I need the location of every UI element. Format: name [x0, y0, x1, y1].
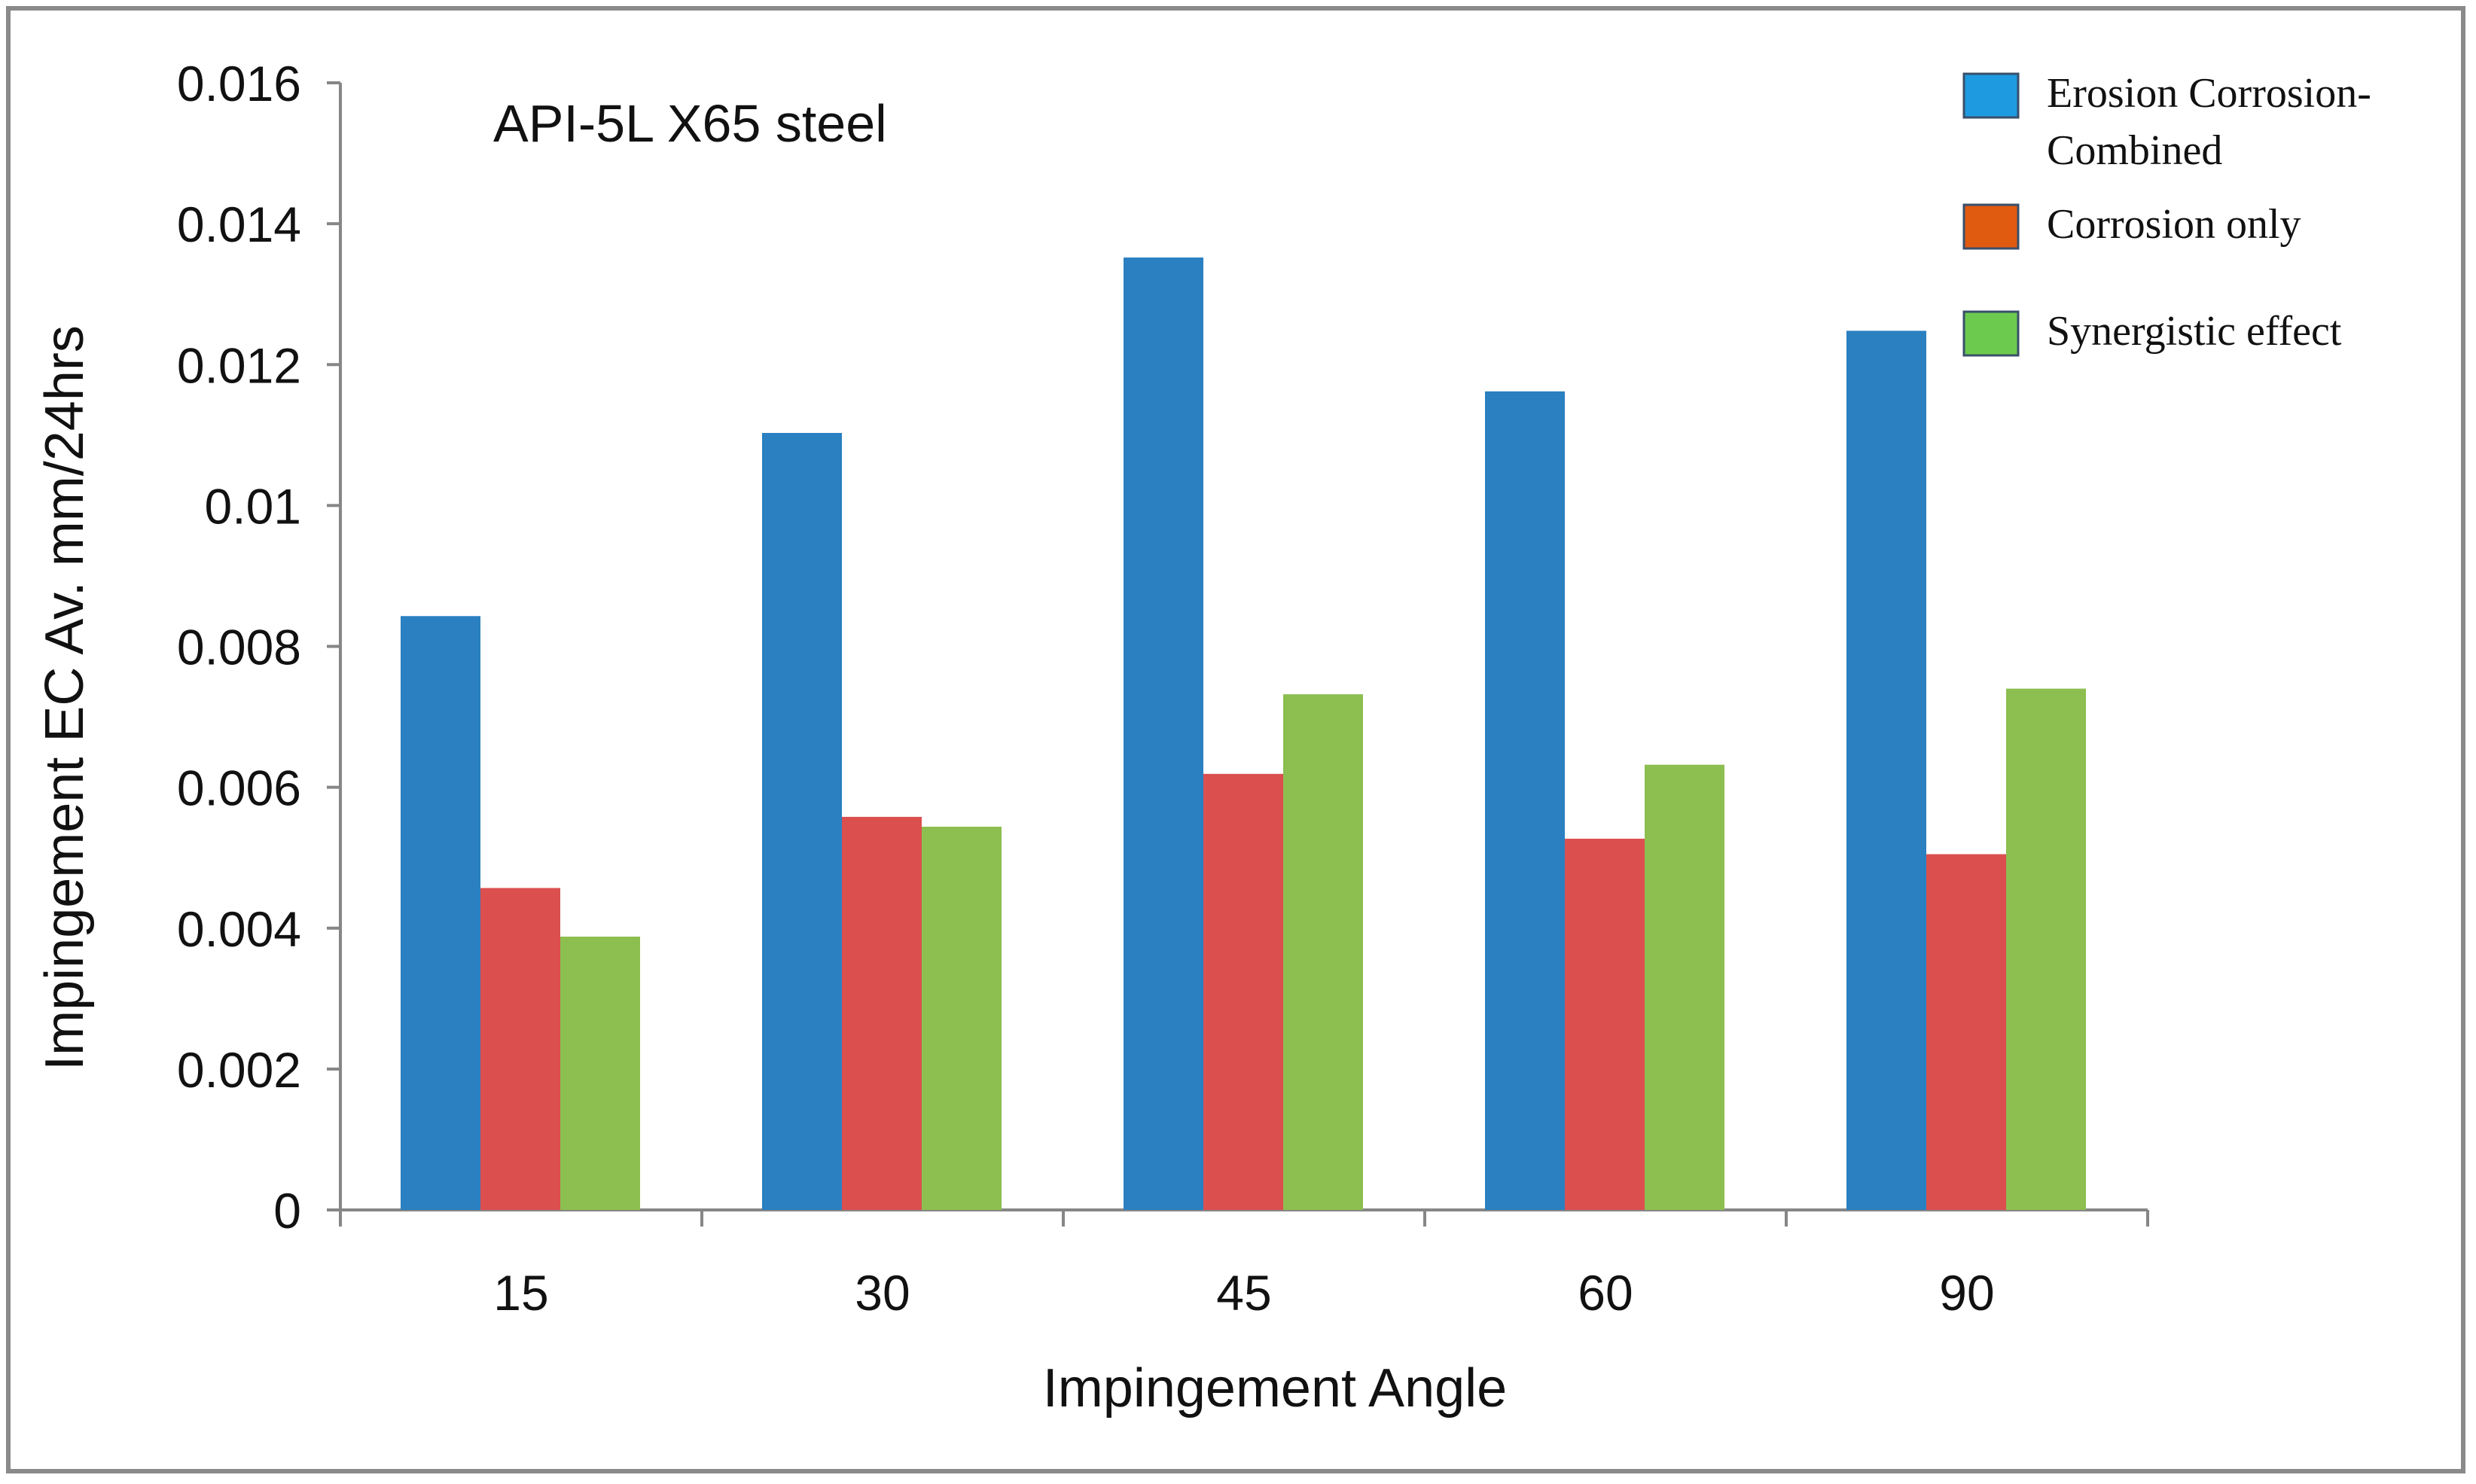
chart-annotation: API-5L X65 steel	[493, 94, 887, 153]
y-tick-label: 0.012	[177, 337, 301, 393]
bar	[1203, 773, 1283, 1210]
bar	[401, 616, 480, 1210]
bar	[1283, 694, 1363, 1210]
legend-swatch	[1962, 72, 2020, 119]
x-tick-label: 60	[1578, 1265, 1633, 1321]
x-axis-title: Impingement Angle	[1043, 1358, 1507, 1418]
y-tick-label: 0.002	[177, 1042, 301, 1098]
x-axis: 15 30 45 60 90	[339, 1208, 2149, 1321]
y-tick-label: 0	[273, 1183, 301, 1239]
y-axis: 0 0.002 0.004 0.006 0.008 0.01 0.012 0.014 0.016	[177, 56, 342, 1239]
y-tick-label: 0.016	[177, 56, 301, 111]
legend: Erosion Corrosion- Combined Corrosion only…	[1962, 70, 2371, 357]
x-tick-label: 45	[1216, 1265, 1271, 1321]
y-axis-title: Impingement EC Av. mm/24hrs	[35, 325, 95, 1071]
bar	[1124, 257, 1203, 1210]
legend-label: Corrosion only	[2047, 201, 2301, 248]
bar	[1645, 764, 1724, 1210]
legend-label: Synergistic effect	[2047, 308, 2342, 355]
bar	[842, 816, 922, 1210]
bar	[1846, 331, 1926, 1211]
bar	[560, 936, 640, 1210]
bar	[762, 433, 842, 1210]
x-tick-label: 90	[1939, 1265, 1994, 1321]
bar	[1926, 854, 2006, 1210]
legend-swatch	[1962, 310, 2020, 357]
bar	[922, 827, 1002, 1210]
y-tick-label: 0.008	[177, 620, 301, 675]
y-tick-label: 0.004	[177, 901, 301, 957]
y-tick-label: 0.01	[205, 478, 301, 534]
legend-label: Erosion Corrosion-	[2047, 70, 2371, 117]
x-tick-label: 30	[855, 1265, 910, 1321]
bar	[2006, 688, 2086, 1210]
bar	[1565, 838, 1645, 1210]
x-tick-label: 15	[493, 1265, 548, 1321]
bar	[480, 888, 560, 1210]
legend-label: Combined	[2047, 127, 2222, 174]
bar	[1485, 391, 1565, 1211]
y-tick-label: 0.006	[177, 760, 301, 816]
y-tick-label: 0.014	[177, 197, 301, 252]
bars	[401, 257, 2086, 1211]
legend-swatch	[1962, 203, 2020, 250]
